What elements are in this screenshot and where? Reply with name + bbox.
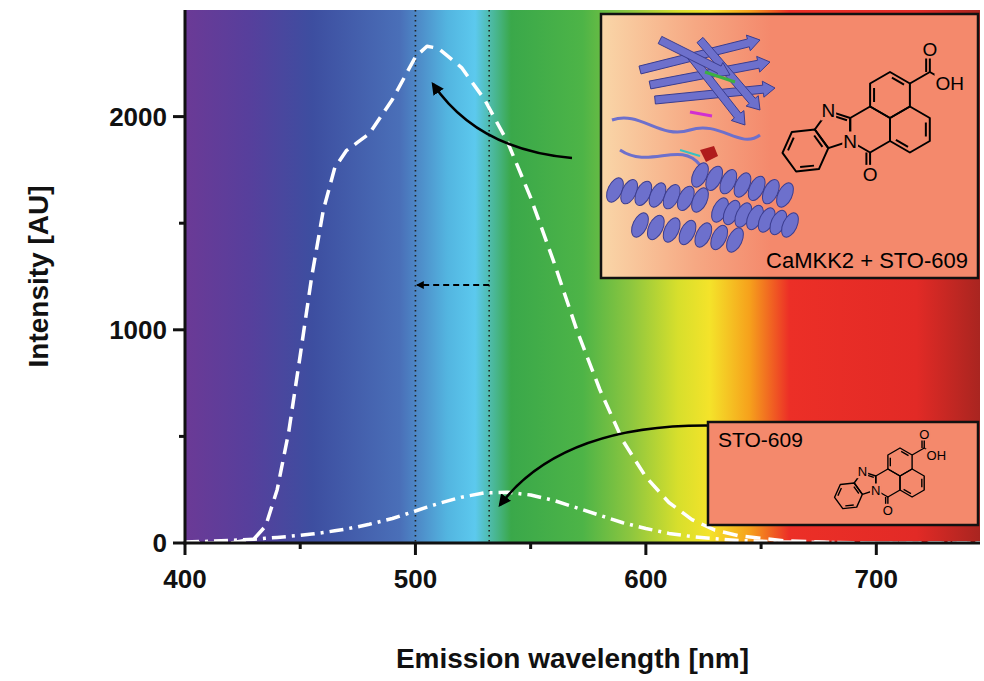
x-tick-label: 400 — [163, 564, 206, 594]
bond — [901, 451, 908, 455]
bond — [854, 487, 859, 494]
protein-ribbon — [603, 35, 802, 255]
beta-strand — [658, 36, 730, 76]
x-tick — [414, 543, 417, 555]
bond — [873, 88, 875, 102]
alpha-helix — [778, 210, 802, 239]
atom-label: O — [883, 503, 893, 518]
atom-label-patch — [882, 504, 894, 517]
chart: 0 1000 2000 400 500 600 700 Emission wavelength… — [0, 0, 984, 681]
shift-arrow — [417, 284, 489, 286]
atom-label-patch — [935, 74, 966, 93]
protein-highlight — [680, 150, 700, 156]
y-tick-label: 1000 — [109, 315, 167, 345]
y-minor-tick — [179, 222, 185, 225]
y-tick — [173, 328, 185, 331]
molecule: NNOOOH — [835, 427, 948, 518]
bond — [892, 78, 904, 85]
atom-label-patch — [918, 428, 930, 441]
atom-label: O — [919, 427, 929, 442]
alpha-helix — [723, 225, 747, 254]
x-minor-tick — [299, 543, 302, 549]
inset-free: NNOOOHSTO-609 — [708, 422, 978, 525]
atom-label: OH — [927, 448, 947, 463]
inset-complex: NNOOOHCaMKK2 + STO-609 — [601, 14, 978, 278]
protein-highlight — [690, 112, 712, 116]
bond — [890, 458, 891, 467]
x-tick-label: 500 — [394, 564, 437, 594]
pointer-arrow — [433, 84, 572, 158]
x-tick — [875, 543, 878, 555]
alpha-helix — [773, 180, 797, 209]
loop — [612, 118, 760, 165]
inset-box — [708, 422, 978, 525]
inset-caption: STO-609 — [718, 428, 803, 451]
ring — [835, 483, 863, 509]
spectrum-background — [185, 10, 980, 543]
y-axis — [184, 10, 187, 545]
atom-label: OH — [936, 73, 965, 94]
reference-line — [488, 10, 490, 543]
ring — [900, 469, 924, 497]
inset-caption: CaMKK2 + STO-609 — [766, 248, 968, 273]
protein-highlight — [700, 146, 718, 162]
y-tick-label: 0 — [153, 528, 167, 558]
inset-box — [601, 14, 978, 278]
atom-label-patch — [862, 165, 879, 184]
atom-label-patch — [870, 484, 881, 497]
atom-label: N — [821, 100, 835, 121]
bond — [904, 489, 911, 493]
atom-label: O — [863, 164, 878, 185]
y-tick — [173, 115, 185, 118]
bond — [925, 123, 927, 137]
bond — [910, 72, 930, 84]
x-tick-label: 700 — [855, 564, 898, 594]
x-tick — [644, 543, 647, 555]
atom-label: N — [858, 464, 867, 479]
x-axis-title: Emission wavelength [nm] — [396, 643, 749, 674]
atom-label: N — [843, 131, 857, 152]
x-minor-tick — [529, 543, 532, 549]
y-axis-title: Intensity [AU] — [23, 186, 54, 368]
atom-label: O — [922, 39, 937, 60]
bond — [800, 166, 814, 167]
pointer-arrow — [500, 426, 726, 505]
y-tick-label: 2000 — [109, 102, 167, 132]
atom-label-patch — [921, 40, 938, 59]
x-axis — [184, 542, 981, 545]
bond — [896, 140, 908, 147]
bond — [845, 504, 853, 506]
protein-highlight — [705, 72, 735, 82]
bond — [912, 448, 924, 455]
x-tick-label: 600 — [624, 564, 667, 594]
bond — [838, 488, 841, 496]
ring — [890, 107, 930, 153]
bond — [788, 138, 794, 151]
atom-label-patch — [842, 132, 858, 151]
x-minor-tick — [760, 543, 763, 549]
bond — [921, 479, 922, 488]
x-tick — [184, 543, 187, 555]
molecule: NNOOOH — [783, 39, 966, 185]
atom-label: N — [871, 483, 880, 498]
reference-line — [415, 10, 417, 543]
y-tick — [173, 542, 185, 545]
bond — [814, 135, 822, 146]
atom-label-patch — [857, 465, 868, 478]
atom-label-patch — [926, 449, 948, 462]
ring — [783, 130, 829, 172]
y-minor-tick — [179, 435, 185, 438]
atom-label-patch — [820, 101, 836, 120]
